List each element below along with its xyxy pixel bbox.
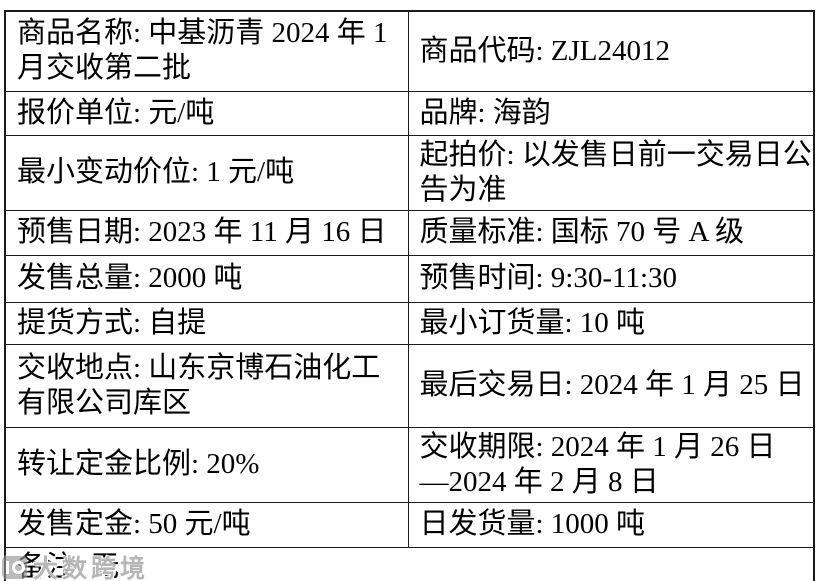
table-row: 提货方式: 自提 最小订货量: 10 吨 <box>4 301 815 345</box>
cell-transfer-deposit-ratio: 转让定金比例: 20% <box>4 426 409 503</box>
commodity-spec-table: 商品名称: 中基沥青 2024 年 1 月交收第二批 商品代码: ZJL2401… <box>4 10 815 581</box>
cell-remarks: 备注: 无 <box>4 546 815 581</box>
cell-pickup-method: 提货方式: 自提 <box>4 301 409 345</box>
cell-presale-time: 预售时间: 9:30-11:30 <box>407 254 815 303</box>
cell-product-name: 商品名称: 中基沥青 2024 年 1 月交收第二批 <box>4 10 409 92</box>
cell-last-trading-day: 最后交易日: 2024 年 1 月 25 日 <box>407 343 815 428</box>
table-row: 备注: 无 <box>4 546 815 581</box>
table-row: 交收地点: 山东京博石油化工 有限公司库区 最后交易日: 2024 年 1 月 … <box>4 343 815 428</box>
cell-quality-standard: 质量标准: 国标 70 号 A 级 <box>407 209 815 256</box>
cell-presale-date: 预售日期: 2023 年 11 月 16 日 <box>4 209 409 256</box>
table-row: 最小变动价位: 1 元/吨 起拍价: 以发售日前一交易日公 告为准 <box>4 134 815 211</box>
cell-min-tick: 最小变动价位: 1 元/吨 <box>4 134 409 211</box>
table-row: 发售总量: 2000 吨 预售时间: 9:30-11:30 <box>4 254 815 303</box>
cell-daily-shipment: 日发货量: 1000 吨 <box>407 501 815 548</box>
cell-starting-price: 起拍价: 以发售日前一交易日公 告为准 <box>407 134 815 211</box>
cell-sale-deposit: 发售定金: 50 元/吨 <box>4 501 409 548</box>
table-row: 商品名称: 中基沥青 2024 年 1 月交收第二批 商品代码: ZJL2401… <box>4 10 815 92</box>
cell-quote-unit: 报价单位: 元/吨 <box>4 90 409 136</box>
cell-total-volume: 发售总量: 2000 吨 <box>4 254 409 303</box>
table-row: 报价单位: 元/吨 品牌: 海韵 <box>4 90 815 136</box>
cell-min-order-quantity: 最小订货量: 10 吨 <box>407 301 815 345</box>
table-row: 转让定金比例: 20% 交收期限: 2024 年 1 月 26 日 —2024 … <box>4 426 815 503</box>
cell-delivery-period: 交收期限: 2024 年 1 月 26 日 —2024 年 2 月 8 日 <box>407 426 815 503</box>
cell-delivery-location: 交收地点: 山东京博石油化工 有限公司库区 <box>4 343 409 428</box>
cell-product-code: 商品代码: ZJL24012 <box>407 10 815 92</box>
table-row: 预售日期: 2023 年 11 月 16 日 质量标准: 国标 70 号 A 级 <box>4 209 815 256</box>
table-row: 发售定金: 50 元/吨 日发货量: 1000 吨 <box>4 501 815 548</box>
cell-brand: 品牌: 海韵 <box>407 90 815 136</box>
